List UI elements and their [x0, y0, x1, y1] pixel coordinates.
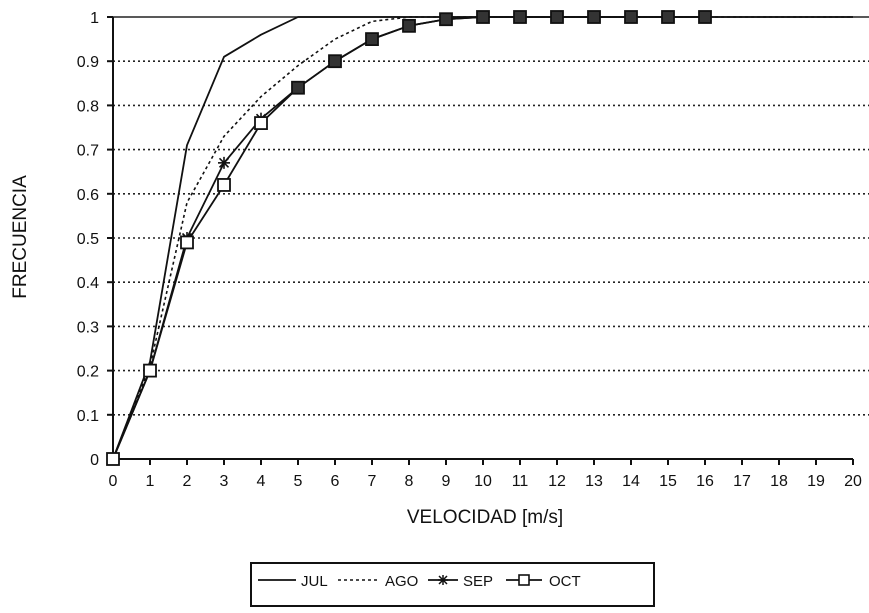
marker-oct	[180, 235, 194, 250]
marker-sep	[218, 156, 230, 169]
legend-label: SEP	[463, 573, 493, 590]
y-tick-label: 0.3	[77, 319, 99, 336]
y-axis-ticks: 0 0.1 0.2 0.3 0.4 0.5 0.6 0.7 0.8 0.9 1	[77, 10, 113, 469]
x-tick-label: 5	[294, 473, 303, 490]
y-tick-label: 0.6	[77, 187, 99, 204]
x-tick-label: 8	[405, 473, 414, 490]
series-markers	[106, 10, 712, 466]
x-axis-ticks: 0 1 2 3 4 5 6 7 8 9 10 11 12 13 14 15 16 17 18 19 20	[109, 459, 862, 490]
legend-item-oct: OCT	[506, 573, 581, 590]
x-tick-label: 20	[844, 473, 862, 490]
legend-box	[250, 562, 655, 607]
marker-oct	[402, 18, 416, 33]
x-tick-label: 3	[220, 473, 229, 490]
y-tick-label: 0.4	[77, 275, 99, 292]
x-axis-title: VELOCIDAD [m/s]	[407, 507, 563, 528]
marker-oct	[106, 452, 120, 466]
marker-oct	[698, 10, 712, 24]
marker-oct	[143, 363, 157, 378]
x-tick-label: 1	[146, 473, 155, 490]
x-tick-label: 12	[548, 473, 566, 490]
x-tick-label: 7	[368, 473, 377, 490]
marker-oct	[291, 80, 305, 95]
marker-oct	[476, 10, 490, 24]
marker-oct	[365, 32, 379, 46]
x-tick-label: 4	[257, 473, 266, 490]
y-tick-label: 0.8	[77, 98, 99, 115]
legend-item-ago: AGO	[338, 573, 418, 590]
y-axis-title: FRECUENCIA	[10, 175, 31, 299]
x-tick-label: 19	[807, 473, 825, 490]
y-tick-label: 0.9	[77, 54, 99, 71]
x-tick-label: 18	[770, 473, 788, 490]
y-tick-label: 0.7	[77, 143, 99, 160]
y-tick-label: 0.5	[77, 231, 99, 248]
marker-oct	[254, 116, 268, 130]
marker-oct	[439, 12, 453, 27]
legend-marker-asterisk	[438, 575, 448, 585]
legend-marker-square	[518, 574, 530, 586]
legend-label: OCT	[549, 573, 581, 590]
marker-oct	[328, 54, 342, 69]
x-tick-label: 6	[331, 473, 340, 490]
legend-label: AGO	[385, 573, 418, 590]
y-tick-label: 1	[90, 10, 99, 27]
legend-label: JUL	[301, 573, 328, 590]
legend-item-sep: SEP	[428, 573, 493, 590]
marker-oct	[550, 10, 564, 24]
legend-item-jul: JUL	[258, 573, 328, 590]
marker-oct	[587, 10, 601, 24]
y-tick-label: 0.2	[77, 364, 99, 381]
marker-oct	[624, 10, 638, 24]
x-tick-label: 9	[442, 473, 451, 490]
legend: JUL AGO SEP OCT	[250, 562, 655, 607]
y-tick-label: 0.1	[77, 408, 99, 425]
y-tick-label: 0	[90, 452, 99, 469]
x-tick-label: 16	[696, 473, 714, 490]
x-tick-label: 17	[733, 473, 751, 490]
x-tick-label: 15	[659, 473, 677, 490]
x-tick-label: 10	[474, 473, 492, 490]
x-tick-label: 13	[585, 473, 603, 490]
x-tick-label: 0	[109, 473, 118, 490]
x-tick-label: 14	[622, 473, 640, 490]
grid-lines	[113, 16, 869, 416]
x-tick-label: 2	[183, 473, 192, 490]
x-tick-label: 11	[512, 473, 529, 490]
marker-oct	[513, 10, 527, 24]
marker-oct	[661, 10, 675, 24]
marker-oct	[217, 178, 231, 192]
